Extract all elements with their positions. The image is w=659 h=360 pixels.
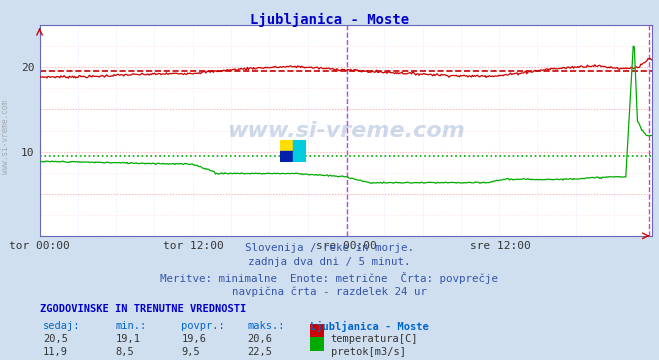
Text: Ljubljanica - Moste: Ljubljanica - Moste [310, 321, 428, 332]
Text: www.si-vreme.com: www.si-vreme.com [227, 121, 465, 140]
Text: 19,6: 19,6 [181, 334, 206, 344]
Bar [280, 151, 293, 162]
Text: Meritve: minimalne  Enote: metrične  Črta: povprečje: Meritve: minimalne Enote: metrične Črta:… [161, 272, 498, 284]
Text: 20,5: 20,5 [43, 334, 68, 344]
Text: 19,1: 19,1 [115, 334, 140, 344]
Text: 9,5: 9,5 [181, 347, 200, 357]
Text: pretok[m3/s]: pretok[m3/s] [331, 347, 406, 357]
Bar [293, 151, 306, 162]
Text: 22,5: 22,5 [247, 347, 272, 357]
Bar [293, 140, 306, 151]
Text: Ljubljanica - Moste: Ljubljanica - Moste [250, 13, 409, 27]
Text: ZGODOVINSKE IN TRENUTNE VREDNOSTI: ZGODOVINSKE IN TRENUTNE VREDNOSTI [40, 304, 246, 314]
Text: 11,9: 11,9 [43, 347, 68, 357]
Text: 20,6: 20,6 [247, 334, 272, 344]
Text: zadnja dva dni / 5 minut.: zadnja dva dni / 5 minut. [248, 257, 411, 267]
Text: www.si-vreme.com: www.si-vreme.com [1, 100, 10, 174]
Text: maks.:: maks.: [247, 321, 285, 331]
Text: 8,5: 8,5 [115, 347, 134, 357]
Text: sedaj:: sedaj: [43, 321, 80, 331]
Bar [280, 140, 293, 151]
Text: Slovenija / reke in morje.: Slovenija / reke in morje. [245, 243, 414, 253]
Text: temperatura[C]: temperatura[C] [331, 334, 418, 344]
Text: min.:: min.: [115, 321, 146, 331]
Text: navpična črta - razdelek 24 ur: navpična črta - razdelek 24 ur [232, 286, 427, 297]
Text: povpr.:: povpr.: [181, 321, 225, 331]
